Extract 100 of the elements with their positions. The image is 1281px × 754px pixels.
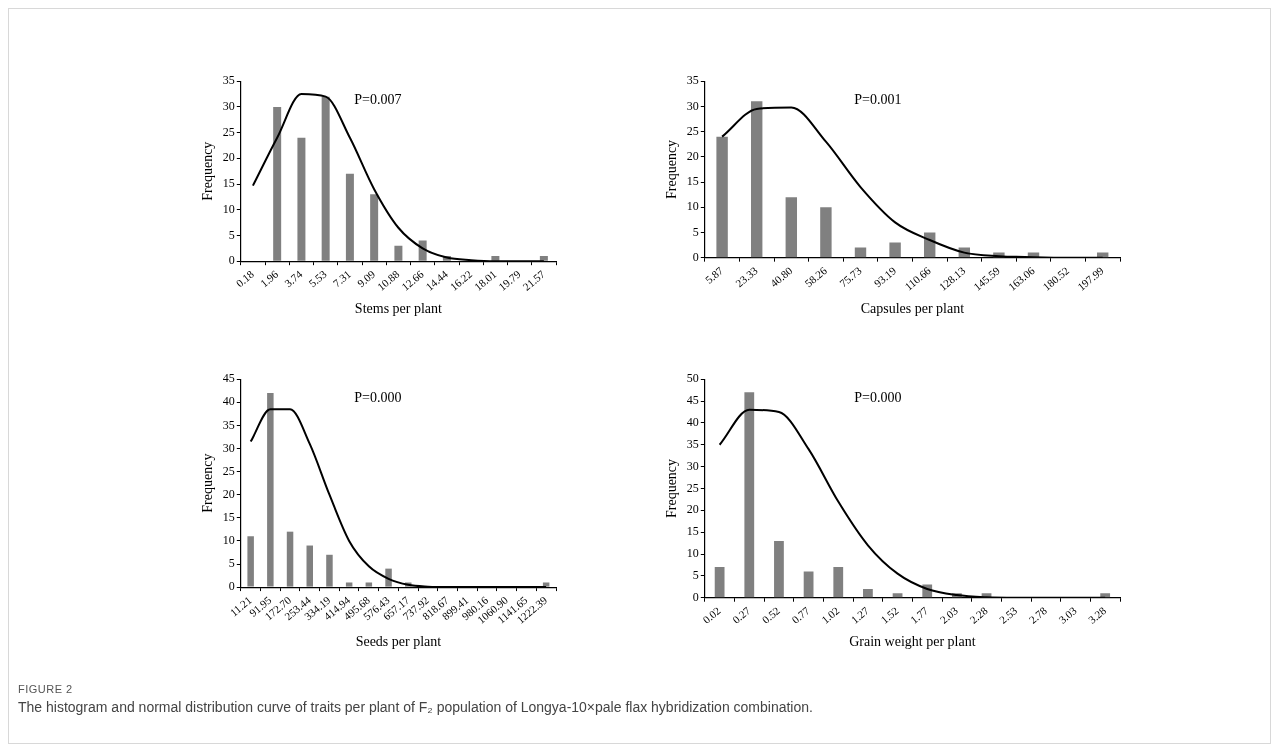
x-tick-label: 3.03	[1056, 604, 1080, 626]
x-tick-label: 3.74	[282, 267, 305, 290]
bar	[321, 96, 330, 261]
annotation: P=0.000	[854, 389, 902, 405]
y-tick-label: 45	[686, 393, 699, 408]
y-tick-label: 5	[228, 227, 235, 242]
bar	[803, 571, 814, 598]
bar	[744, 392, 755, 598]
y-tick-label: 25	[686, 480, 699, 495]
x-tick-label: 7.31	[330, 267, 354, 290]
bar	[306, 545, 313, 587]
x-tick-label: 1.96	[257, 267, 281, 290]
y-tick-label: 30	[222, 99, 235, 114]
y-tick-label: 30	[222, 440, 235, 455]
bar	[370, 194, 379, 261]
bar	[326, 554, 333, 587]
y-tick-label: 15	[222, 509, 235, 524]
bar	[820, 207, 832, 258]
bar	[774, 540, 784, 598]
caption: FIGURE 2	[18, 683, 74, 695]
x-tick-label: 2.03	[937, 604, 961, 626]
text: The histogram and normal distribution curve of traits per plant of F₂ population of Longya-10×pale flax hybridization combination.	[18, 699, 814, 715]
y-tick-label: 15	[686, 174, 699, 189]
bar	[539, 256, 548, 261]
bar	[833, 567, 844, 598]
y-tick-label: 25	[686, 123, 699, 138]
x-tick-label: 0.52	[759, 604, 783, 626]
bar	[892, 593, 903, 598]
x-tick-label: 5.87	[702, 263, 726, 286]
y-tick-label: 0	[692, 249, 699, 264]
x-axis-title: Seeds per plant	[355, 634, 442, 650]
y-tick-label: 30	[686, 458, 699, 473]
y-tick-label: 10	[222, 201, 235, 216]
bar	[863, 588, 873, 598]
x-tick-label: 9.09	[354, 267, 378, 290]
y-tick-label: 50	[686, 371, 699, 386]
x-tick-label: 2.28	[967, 604, 991, 626]
y-tick-label: 5	[228, 556, 235, 571]
y-tick-label: 20	[686, 148, 699, 163]
y-tick-label: 15	[686, 524, 699, 539]
y-axis-title: Frequency	[664, 139, 680, 199]
y-tick-label: 10	[686, 199, 699, 214]
bar	[345, 173, 354, 261]
x-tick-label: 0.18	[233, 267, 257, 290]
bar	[247, 536, 254, 587]
x-tick-label: 3.28	[1085, 604, 1109, 626]
bar	[714, 567, 725, 598]
x-tick-label: 5.53	[306, 267, 330, 290]
bar	[1100, 593, 1111, 598]
bar	[267, 393, 274, 587]
y-tick-label: 40	[222, 394, 235, 409]
y-tick-label: 30	[686, 98, 699, 113]
y-tick-label: 0	[692, 589, 699, 604]
bar	[854, 247, 867, 258]
x-tick-label: 1.02	[818, 604, 842, 626]
y-tick-label: 10	[686, 546, 699, 561]
x-tick-label: 2.78	[1026, 604, 1050, 626]
y-tick-label: 35	[686, 436, 699, 451]
bar	[286, 531, 294, 587]
bar	[785, 197, 798, 258]
bar	[365, 582, 373, 587]
bar	[542, 582, 550, 587]
y-tick-label: 20	[686, 502, 699, 517]
y-axis-title: Frequency	[200, 453, 216, 513]
y-tick-label: 25	[222, 124, 235, 139]
y-tick-label: 5	[692, 568, 699, 583]
y-tick-label: 45	[222, 371, 235, 386]
y-tick-label: 15	[222, 176, 235, 191]
x-tick-label: 2.53	[996, 604, 1020, 626]
y-tick-label: 40	[686, 415, 699, 430]
annotation: P=0.000	[354, 389, 402, 405]
x-tick-label: 0.77	[789, 604, 813, 626]
x-tick-label: 0.27	[729, 604, 753, 626]
y-tick-label: 35	[222, 73, 235, 88]
bar	[345, 582, 353, 587]
y-axis-title: Frequency	[664, 458, 680, 518]
y-tick-label: 35	[222, 417, 235, 432]
bar	[716, 136, 728, 258]
y-tick-label: 20	[222, 486, 235, 501]
y-tick-label: 0	[228, 579, 235, 594]
y-tick-label: 0	[228, 253, 235, 268]
y-axis-title: Frequency	[200, 141, 216, 201]
annotation: P=0.007	[354, 91, 402, 107]
x-tick-label: 1.27	[848, 604, 872, 626]
bar	[273, 106, 282, 261]
y-tick-label: 35	[686, 73, 699, 88]
y-tick-label: 10	[222, 533, 235, 548]
bar	[297, 137, 306, 261]
x-tick-label: 0.02	[700, 604, 723, 626]
y-tick-label: 25	[222, 463, 235, 478]
annotation: P=0.001	[854, 91, 902, 107]
x-tick-label: 1.77	[907, 604, 931, 626]
x-axis-title: Stems per plant	[354, 301, 443, 317]
x-tick-label: 1.52	[878, 604, 901, 626]
x-axis-title: Capsules per plant	[860, 301, 965, 317]
y-tick-label: 20	[222, 150, 235, 165]
x-axis-title: Grain weight per plant	[849, 634, 976, 650]
bar	[750, 101, 763, 258]
bar	[394, 245, 403, 261]
y-tick-label: 5	[692, 224, 699, 239]
